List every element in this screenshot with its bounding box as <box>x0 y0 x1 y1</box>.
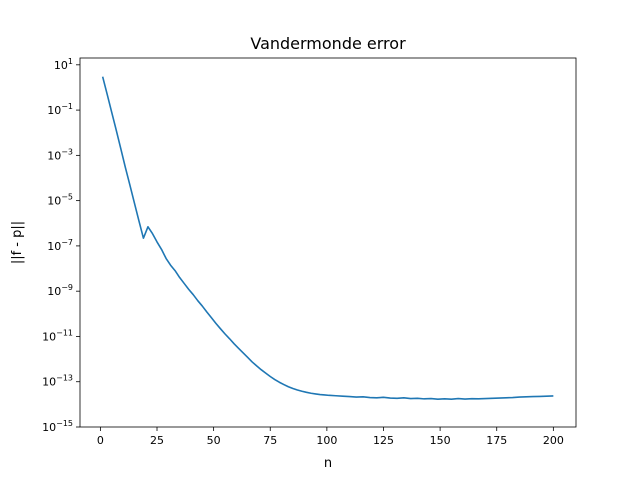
x-axis: 0 25 50 75 100 125 150 175 200 <box>97 427 564 447</box>
plot-frame <box>79 57 577 428</box>
y-tick-label-base: 10 <box>42 330 56 343</box>
y-tick-label-exponent: −15 <box>56 419 73 428</box>
y-axis-label: ||f - p|| <box>10 221 25 264</box>
y-tick-label: 10−15 <box>42 419 73 434</box>
y-tick-label-exponent: −9 <box>61 283 73 292</box>
y-tick-label-exponent: −3 <box>61 147 73 156</box>
x-tick-label: 0 <box>97 434 104 447</box>
x-tick-label: 175 <box>486 434 507 447</box>
y-tick-label: 101 <box>54 57 73 72</box>
x-tick-label: 50 <box>207 434 221 447</box>
y-tick-label: 10−9 <box>47 283 73 298</box>
x-tick-label: 150 <box>430 434 451 447</box>
y-tick-label: 10−5 <box>47 193 73 208</box>
chart-title: Vandermonde error <box>250 34 406 53</box>
y-tick-label-base: 10 <box>54 59 68 72</box>
y-tick-label-base: 10 <box>47 285 61 298</box>
y-tick-label: 10−1 <box>47 102 73 117</box>
y-tick-label-base: 10 <box>47 195 61 208</box>
y-tick-label-exponent: −11 <box>56 328 73 337</box>
y-tick-label: 10−3 <box>47 147 73 162</box>
x-tick-label: 200 <box>543 434 564 447</box>
plot-area <box>101 76 554 400</box>
x-axis-label: n <box>324 456 332 471</box>
x-tick-label: 100 <box>316 434 337 447</box>
y-tick-label-base: 10 <box>47 104 61 117</box>
y-tick-label-base: 10 <box>42 376 56 389</box>
x-tick-label: 25 <box>150 434 164 447</box>
y-tick-label-exponent: −13 <box>56 374 73 383</box>
y-tick-label-base: 10 <box>42 421 56 434</box>
x-tick-label: 125 <box>373 434 394 447</box>
y-tick-label: 10−11 <box>42 328 73 343</box>
series-line <box>101 76 554 400</box>
y-tick-label-base: 10 <box>47 240 61 253</box>
x-tick-label: 75 <box>263 434 277 447</box>
y-tick-label-exponent: −7 <box>61 238 73 247</box>
y-tick-label-exponent: 1 <box>68 57 73 66</box>
y-tick-label: 10−13 <box>42 374 73 389</box>
y-tick-label-exponent: −1 <box>61 102 73 111</box>
y-tick-label: 10−7 <box>47 238 73 253</box>
y-tick-label-base: 10 <box>47 149 61 162</box>
y-tick-label-exponent: −5 <box>61 193 73 202</box>
